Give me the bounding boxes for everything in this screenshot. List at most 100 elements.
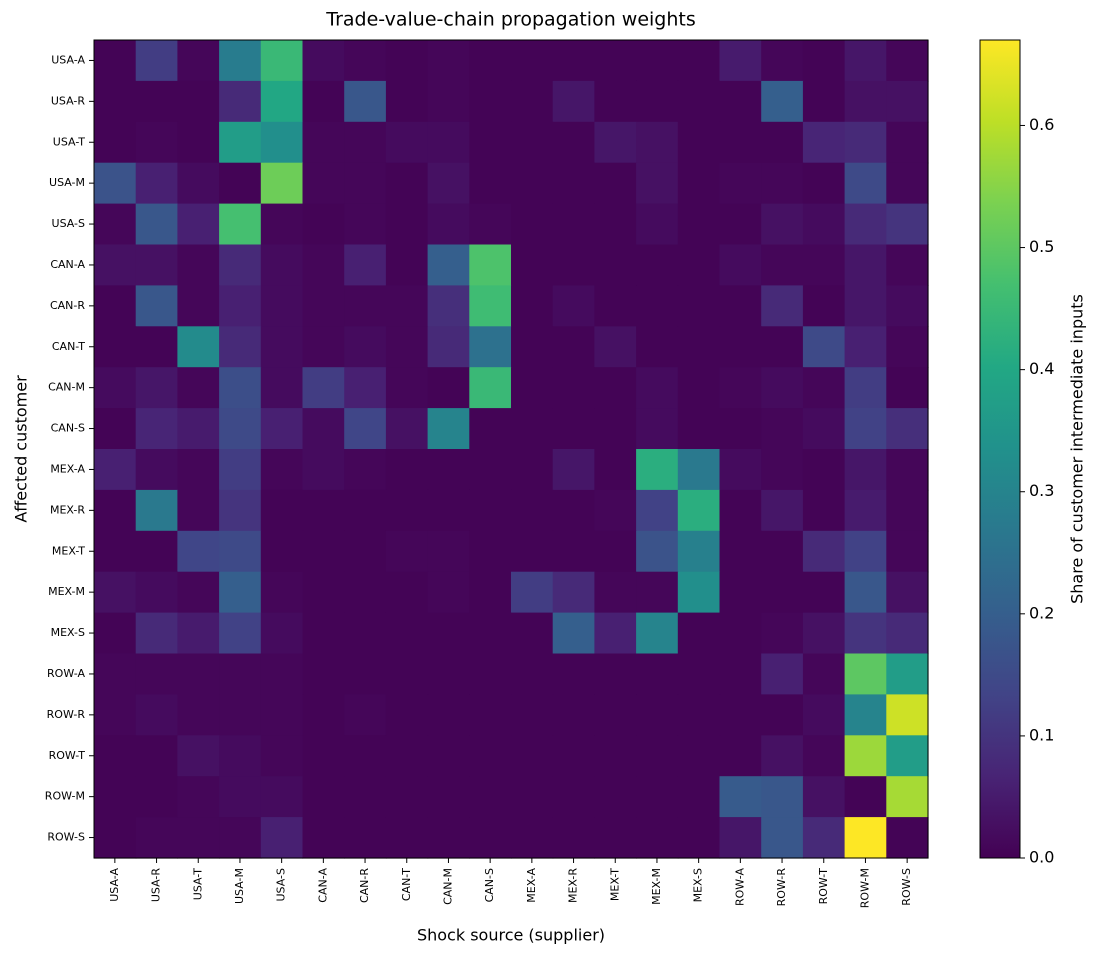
heatmap-cell [177, 571, 220, 614]
heatmap-cell [344, 367, 387, 409]
heatmap-cell [344, 80, 387, 123]
heatmap-cell [636, 776, 679, 818]
heatmap-cell [469, 408, 512, 450]
heatmap-cell [886, 244, 929, 286]
heatmap-cell [219, 40, 262, 82]
heatmap-cell [844, 80, 887, 123]
heatmap-cell [302, 367, 345, 409]
heatmap-cell [302, 489, 345, 532]
heatmap-cell [94, 735, 137, 777]
heatmap-cell [594, 817, 637, 859]
heatmap-cell [719, 408, 762, 450]
heatmap-cell [511, 40, 554, 82]
heatmap-cell [177, 244, 220, 286]
heatmap-cell [677, 203, 721, 246]
heatmap-cell [302, 326, 345, 368]
heatmap-cell [636, 285, 679, 327]
heatmap-cell [469, 571, 512, 614]
heatmap-cell [94, 817, 137, 859]
heatmap-cell [135, 776, 178, 818]
heatmap-cell [594, 285, 637, 327]
heatmap-cell [802, 121, 846, 164]
heatmap-cell [677, 80, 721, 123]
heatmap-cell [469, 80, 512, 123]
x-tick-label: MEX-T [608, 868, 621, 901]
x-axis-label: Shock source (supplier) [417, 926, 605, 945]
heatmap-cell [385, 776, 429, 818]
x-tick-label: CAN-S [483, 868, 496, 902]
heatmap-cell [177, 449, 220, 491]
heatmap-cell [761, 244, 804, 286]
heatmap-cell [677, 162, 721, 205]
y-tick-label: CAN-S [51, 422, 85, 435]
heatmap-cell [802, 203, 846, 246]
heatmap-cell [260, 817, 304, 859]
heatmap-cell [636, 162, 679, 205]
heatmap-cell [552, 776, 595, 818]
heatmap-cell [260, 735, 304, 777]
heatmap-cell [177, 612, 220, 655]
heatmap-cell [344, 817, 387, 859]
heatmap-cell [177, 326, 220, 368]
heatmap-cell [94, 162, 137, 205]
heatmap-cell [552, 244, 595, 286]
y-tick-label: USA-R [51, 94, 85, 107]
heatmap-cell [469, 285, 512, 327]
colorbar-tick-label: 0.5 [1029, 237, 1054, 256]
heatmap-cell [135, 162, 178, 205]
heatmap-cell [344, 489, 387, 532]
heatmap-cell [219, 80, 262, 123]
heatmap-cell [761, 326, 804, 368]
heatmap-cell [469, 162, 512, 205]
heatmap-cell [886, 408, 929, 450]
heatmap-cell [552, 817, 595, 859]
heatmap-cell [511, 408, 554, 450]
x-tick-label: CAN-A [316, 868, 329, 903]
heatmap-cell [802, 162, 846, 205]
heatmap-cell [886, 612, 929, 655]
heatmap-cell [636, 530, 679, 573]
heatmap-cell [94, 326, 137, 368]
heatmap-cell [511, 653, 554, 695]
heatmap-cell [594, 489, 637, 532]
heatmap-cell [636, 203, 679, 246]
heatmap-cell [427, 203, 470, 246]
heatmap-cell [761, 776, 804, 818]
heatmap-cell [260, 367, 304, 409]
colorbar-tick-label: 0.6 [1029, 115, 1054, 134]
heatmap-cell [385, 694, 429, 736]
heatmap-cell [636, 326, 679, 368]
heatmap-cell [469, 530, 512, 573]
heatmap-cell [844, 817, 887, 859]
heatmap-cell [844, 653, 887, 695]
colorbar-tick-label: 0.2 [1029, 603, 1054, 622]
heatmap-cell [552, 162, 595, 205]
heatmap-cell [677, 40, 721, 82]
heatmap-cell [302, 40, 345, 82]
heatmap-cell [469, 776, 512, 818]
heatmap-cell [135, 326, 178, 368]
heatmap-cell [427, 571, 470, 614]
heatmap-cell [385, 489, 429, 532]
heatmap-cell [552, 121, 595, 164]
heatmap-cell [177, 735, 220, 777]
y-tick-label: MEX-R [50, 503, 85, 516]
heatmap-cell [719, 653, 762, 695]
heatmap-cell [302, 244, 345, 286]
heatmap-cell [719, 489, 762, 532]
heatmap-cell [636, 653, 679, 695]
heatmap-cell [719, 244, 762, 286]
y-tick-label: USA-A [51, 53, 85, 66]
heatmap-cell [886, 817, 929, 859]
heatmap-cell [844, 203, 887, 246]
heatmap-cell [636, 367, 679, 409]
heatmap-cell [219, 285, 262, 327]
heatmap-cell [802, 408, 846, 450]
heatmap-cell [552, 571, 595, 614]
heatmap-cell [344, 735, 387, 777]
heatmap-cell [385, 244, 429, 286]
heatmap-cell [802, 367, 846, 409]
y-tick-label: USA-M [49, 176, 85, 189]
heatmap-cell [719, 530, 762, 573]
heatmap-cell [886, 326, 929, 368]
